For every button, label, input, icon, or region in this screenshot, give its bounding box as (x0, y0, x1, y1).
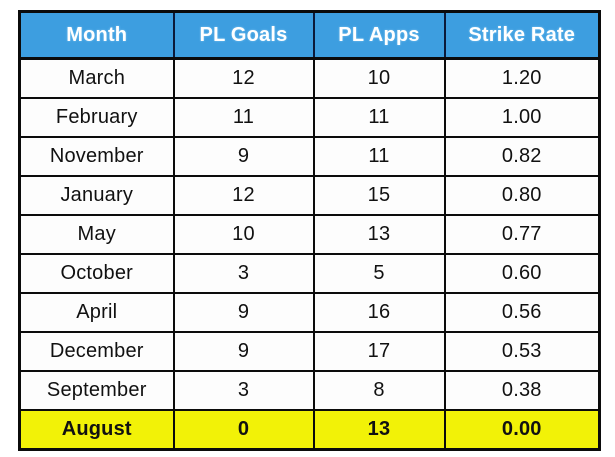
pl-goals-cell: 12 (172, 175, 315, 216)
strike-rate-cell: 0.82 (443, 136, 601, 177)
month-cell: February (18, 97, 175, 138)
table-body: March 12 10 1.20 February 11 11 1.00 November 9 11… (18, 57, 601, 451)
pl-apps-cell: 16 (312, 292, 446, 333)
strike-rate-cell: 1.20 (443, 57, 601, 99)
pl-goals-cell: 3 (172, 253, 315, 294)
month-cell: November (18, 136, 175, 177)
column-header-pl-apps: PL Apps (312, 10, 446, 60)
month-cell: May (18, 214, 175, 255)
pl-apps-cell: 13 (312, 409, 446, 451)
table-row: September 3 8 0.38 (18, 370, 601, 411)
table-row: November 9 11 0.82 (18, 136, 601, 177)
strike-rate-cell: 0.53 (443, 331, 601, 372)
pl-goals-cell: 9 (172, 136, 315, 177)
pl-goals-cell: 0 (172, 409, 315, 451)
pl-apps-cell: 17 (312, 331, 446, 372)
column-header-strike-rate: Strike Rate (443, 10, 601, 60)
pl-apps-cell: 5 (312, 253, 446, 294)
table-row: August 0 13 0.00 (18, 409, 601, 451)
strike-rate-cell: 0.60 (443, 253, 601, 294)
header-row: Month PL Goals PL Apps Strike Rate (18, 10, 601, 60)
month-cell: March (18, 57, 175, 99)
strike-rate-cell: 1.00 (443, 97, 601, 138)
pl-goals-cell: 9 (172, 292, 315, 333)
strike-rate-cell: 0.80 (443, 175, 601, 216)
pl-apps-cell: 10 (312, 57, 446, 99)
month-cell: August (18, 409, 175, 451)
strike-rate-table: Month PL Goals PL Apps Strike Rate March 12 1… (18, 10, 601, 451)
pl-goals-cell: 9 (172, 331, 315, 372)
table-row: March 12 10 1.20 (18, 57, 601, 99)
month-cell: October (18, 253, 175, 294)
month-cell: December (18, 331, 175, 372)
strike-rate-cell: 0.56 (443, 292, 601, 333)
column-header-month: Month (18, 10, 175, 60)
pl-apps-cell: 8 (312, 370, 446, 411)
month-cell: September (18, 370, 175, 411)
table-row: December 9 17 0.53 (18, 331, 601, 372)
strike-rate-cell: 0.38 (443, 370, 601, 411)
table-row: October 3 5 0.60 (18, 253, 601, 294)
pl-goals-cell: 11 (172, 97, 315, 138)
table-header: Month PL Goals PL Apps Strike Rate (18, 10, 601, 60)
pl-apps-cell: 13 (312, 214, 446, 255)
pl-apps-cell: 11 (312, 97, 446, 138)
pl-apps-cell: 11 (312, 136, 446, 177)
table-row: February 11 11 1.00 (18, 97, 601, 138)
table-row: May 10 13 0.77 (18, 214, 601, 255)
column-header-pl-goals: PL Goals (172, 10, 315, 60)
pl-goals-cell: 3 (172, 370, 315, 411)
pl-goals-cell: 10 (172, 214, 315, 255)
month-cell: April (18, 292, 175, 333)
pl-goals-cell: 12 (172, 57, 315, 99)
pl-apps-cell: 15 (312, 175, 446, 216)
table-row: January 12 15 0.80 (18, 175, 601, 216)
strike-rate-cell: 0.00 (443, 409, 601, 451)
table-row: April 9 16 0.56 (18, 292, 601, 333)
month-cell: January (18, 175, 175, 216)
strike-rate-cell: 0.77 (443, 214, 601, 255)
